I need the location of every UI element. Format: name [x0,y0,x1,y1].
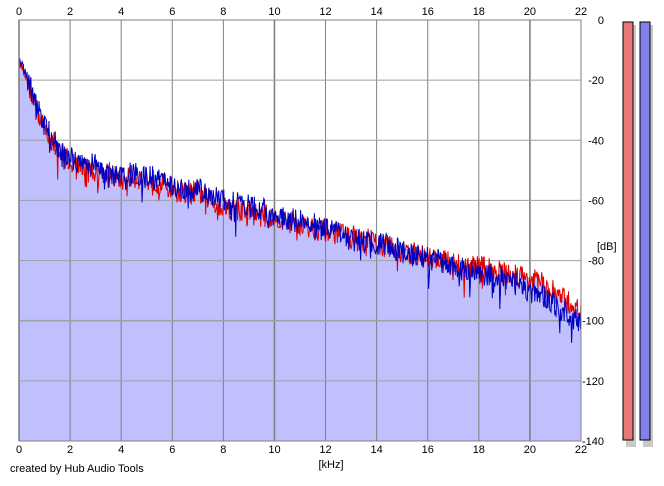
series-line-2 [18,58,582,343]
x-axis-label: [kHz] [318,459,343,471]
x-tick-label-bottom: 22 [575,444,587,456]
x-tick-label-bottom: 0 [16,444,22,456]
x-tick-label-top: 14 [371,6,383,18]
x-tick-label-top: 8 [220,6,226,18]
x-tick-label-bottom: 18 [473,444,485,456]
x-tick-label-top: 22 [575,6,587,18]
x-tick-label-top: 16 [422,6,434,18]
y-tick-label: -100 [582,316,604,328]
x-tick-label-bottom: 12 [319,444,331,456]
y-tick-label: -60 [588,195,604,207]
x-tick-label-top: 18 [473,6,485,18]
x-tick-label-bottom: 8 [220,444,226,456]
x-tick-label-bottom: 6 [169,444,175,456]
y-axis-label: [dB] [597,241,617,253]
x-tick-label-top: 12 [319,6,331,18]
x-tick-label-bottom: 2 [67,444,73,456]
x-tick-label-bottom: 16 [422,444,434,456]
y-tick-label: -120 [582,376,604,388]
spectrum-fill [19,58,581,442]
x-tick-label-top: 4 [118,6,124,18]
x-tick-label-top: 2 [67,6,73,18]
x-tick-label-top: 6 [169,6,175,18]
x-tick-label-top: 20 [524,6,536,18]
credit-text: created by Hub Audio Tools [10,463,144,475]
x-tick-label-bottom: 20 [524,444,536,456]
x-tick-label-bottom: 10 [268,444,280,456]
y-tick-label: -20 [588,75,604,87]
y-tick-label: -140 [582,436,604,448]
level-meter-2 [639,21,651,441]
x-tick-label-bottom: 4 [118,444,124,456]
x-tick-label-top: 10 [268,6,280,18]
y-tick-label: 0 [598,15,604,27]
plot-frame [18,19,582,442]
x-tick-label-top: 0 [16,6,22,18]
level-meter-1 [622,21,634,441]
y-tick-label: -80 [588,256,604,268]
y-tick-label: -40 [588,135,604,147]
x-tick-label-bottom: 14 [371,444,383,456]
